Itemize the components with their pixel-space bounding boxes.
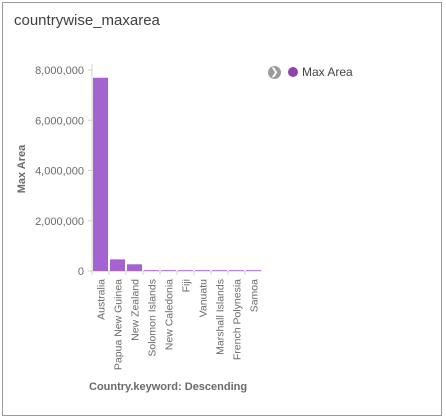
bar[interactable] xyxy=(127,264,142,271)
x-tick-label: Solomon Islands xyxy=(147,279,159,357)
bar-chart: 0 2,000,000 4,000,000 6,000,000 8,000,000 Aus… xyxy=(16,64,262,393)
x-tick-label: Samoa xyxy=(249,279,261,312)
chevron-right-icon[interactable]: ❯ xyxy=(268,65,281,79)
bar[interactable] xyxy=(212,270,227,271)
legend-swatch xyxy=(288,67,298,77)
x-tick-label: Papua New Guinea xyxy=(113,279,125,370)
x-tick-label: Fiji xyxy=(181,279,193,292)
y-tick-label: 2,000,000 xyxy=(35,216,84,228)
bar[interactable] xyxy=(93,77,108,272)
visualization-panel: countrywise_maxarea 0 2,000,000 4,000,000 6… xyxy=(2,2,442,416)
bar[interactable] xyxy=(246,270,261,271)
x-tick-label: Marshall Islands xyxy=(215,279,227,355)
x-tick-label: New Zealand xyxy=(130,279,142,341)
y-tick-label: 4,000,000 xyxy=(35,166,84,178)
bar[interactable] xyxy=(178,270,193,271)
bar[interactable] xyxy=(110,259,125,271)
y-tick-label: 6,000,000 xyxy=(35,115,84,127)
x-tick-label: Vanuatu xyxy=(198,279,210,317)
x-axis-title: Country.keyword: Descending xyxy=(89,381,247,393)
x-tick-label: New Caledonia xyxy=(164,279,176,350)
x-tick-label: Australia xyxy=(96,279,108,320)
y-axis-title: Max Area xyxy=(16,144,28,193)
bar[interactable] xyxy=(195,270,210,271)
panel-title: countrywise_maxarea xyxy=(14,12,160,29)
y-tick-label: 0 xyxy=(78,266,84,278)
bar[interactable] xyxy=(229,270,244,271)
legend-label[interactable]: Max Area xyxy=(302,65,353,79)
y-tick-label: 8,000,000 xyxy=(35,65,84,77)
x-tick-label: French Polynesia xyxy=(232,279,244,360)
bar[interactable] xyxy=(144,270,159,271)
bar[interactable] xyxy=(161,270,176,271)
legend: ❯ Max Area xyxy=(268,65,353,79)
